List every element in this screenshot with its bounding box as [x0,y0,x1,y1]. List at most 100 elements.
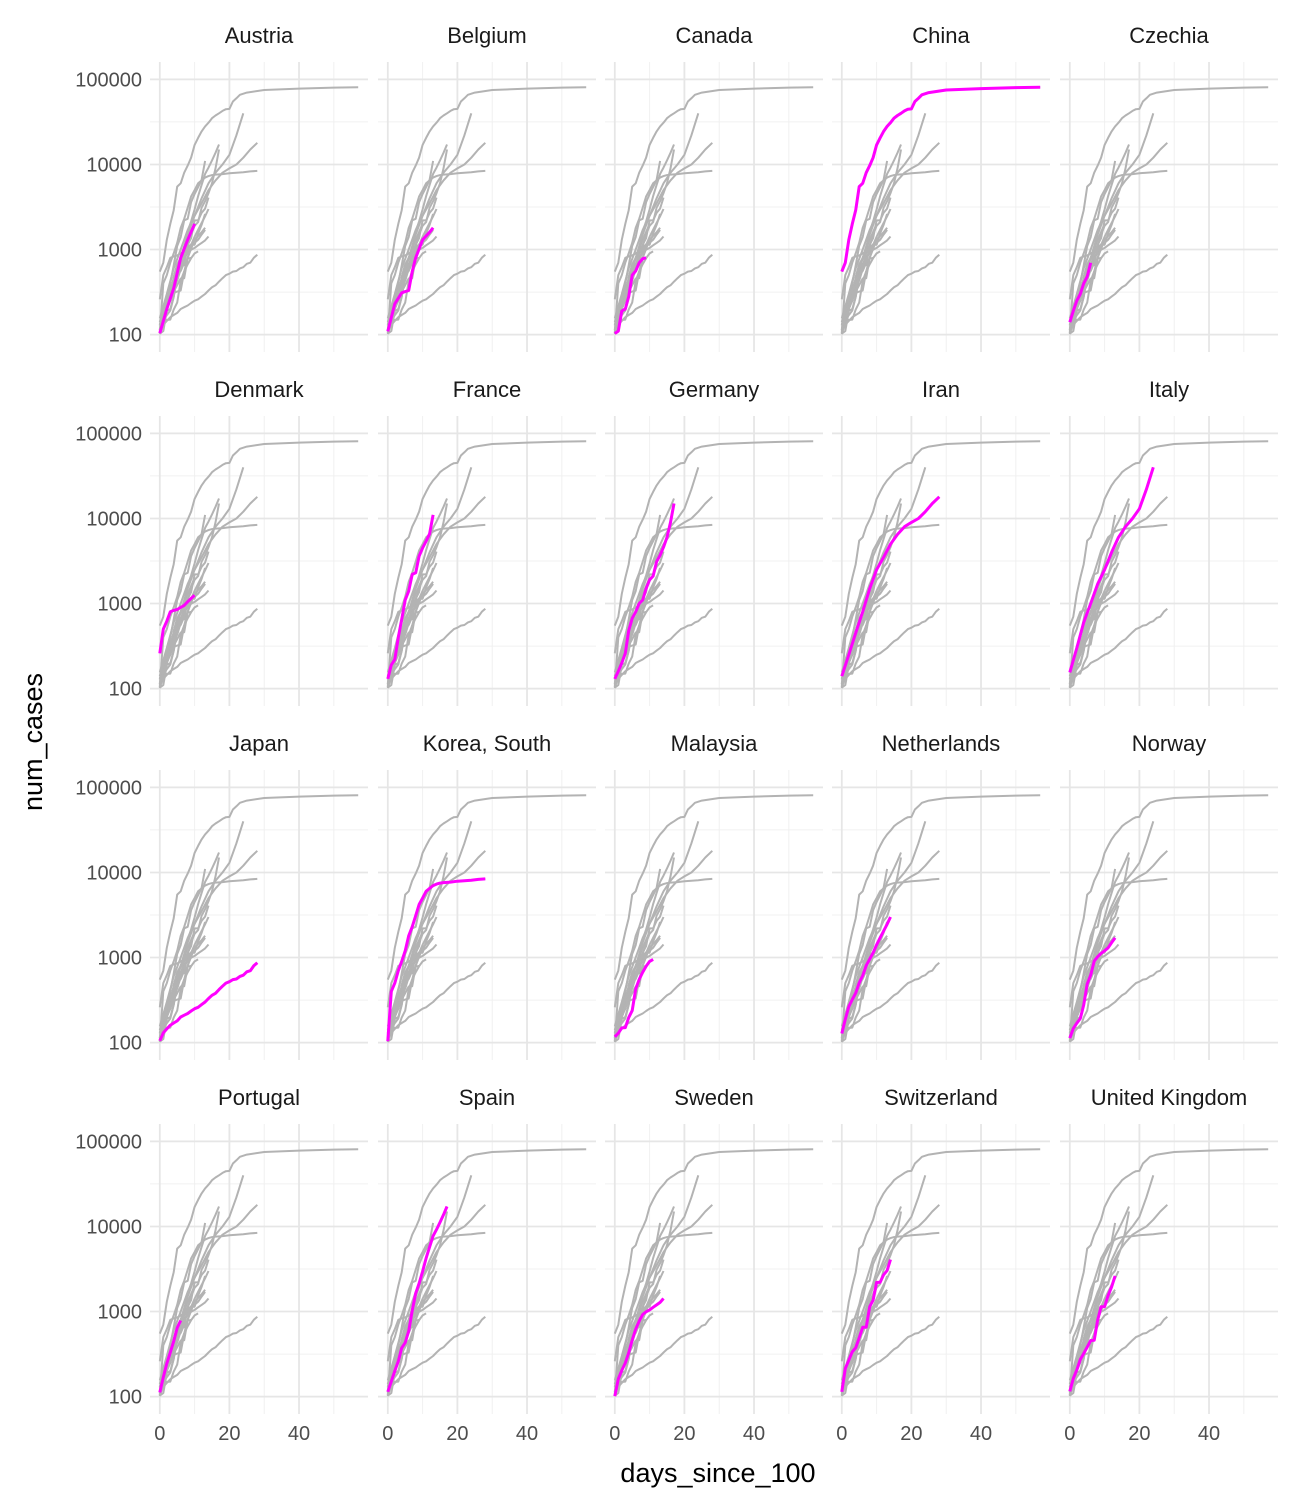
panel-japan: Japan 100 1000 10000 100000 [75,731,368,1060]
y-tick-label: 100000 [75,423,142,445]
panel-spain: Spain 0 20 40 [378,1085,596,1445]
background-line-united-kingdom [158,1275,207,1392]
highlight-line-iran [840,495,941,677]
background-line-korea-south [1068,169,1168,334]
background-line-malaysia [1069,250,1109,330]
background-line-japan [613,607,713,688]
panel-china: China [832,23,1050,352]
x-tick-label: 20 [900,1423,922,1445]
facet-label: Czechia [1129,23,1209,48]
background-line-united-kingdom [386,921,435,1038]
facet-label: Netherlands [882,731,1001,756]
highlight-line-denmark [158,594,196,654]
background-line-italy [386,113,473,319]
highlight-line-austria [158,223,196,334]
background-line-malaysia [841,250,881,330]
panel-united-kingdom: United Kingdom 0 20 40 [1060,1085,1278,1445]
background-line-japan [613,253,713,334]
background-line-japan [840,961,940,1042]
background-line-china [840,794,1041,980]
background-line-malaysia [387,958,427,1038]
panel-switzerland: Switzerland 0 20 40 [832,1085,1050,1445]
background-line-switzerland [1068,905,1120,1038]
background-line-korea-south [840,877,940,1042]
panel-sweden: Sweden 0 20 40 [605,1085,823,1445]
highlight-line-canada [613,256,647,335]
background-line-korea-south [1068,1231,1168,1396]
panel-korea-south: Korea, South [378,731,596,1060]
background-line-malaysia [841,958,881,1038]
background-line-italy [1068,821,1155,1027]
background-line-korea-south [840,169,940,334]
background-line-italy [613,467,700,673]
background-line-japan [1068,961,1168,1042]
background-line-italy [840,467,927,673]
background-line-japan [158,253,258,334]
background-line-malaysia [159,1312,199,1392]
x-tick-label: 40 [970,1423,992,1445]
facet-label: Denmark [214,377,304,402]
x-tick-label: 20 [673,1423,695,1445]
panel-portugal: Portugal 100 1000 10000 100000 0 20 40 [75,1085,368,1445]
y-tick-label: 10000 [86,862,142,884]
facet-label: Korea, South [423,731,551,756]
highlight-line-malaysia [613,958,654,1038]
highlight-line-belgium [386,226,435,332]
facet-label: Austria [225,23,294,48]
background-line-china [386,440,587,626]
background-line-korea-south [386,169,486,334]
background-line-united-kingdom [158,921,207,1038]
background-line-china [158,1148,359,1334]
highlight-line-italy [1068,466,1155,673]
facet-label: Belgium [447,23,526,48]
x-tick-label: 40 [516,1423,538,1445]
background-line-italy [840,1175,927,1381]
background-line-japan [613,1315,713,1396]
background-line-china [613,440,814,626]
background-line-china [840,1148,1041,1334]
y-tick-label: 1000 [98,1302,143,1324]
x-tick-label: 0 [836,1423,847,1445]
background-line-malaysia [614,1312,654,1392]
background-line-malaysia [841,1312,881,1392]
facet-label: United Kingdom [1091,1085,1248,1110]
panel-denmark: Denmark 100 1000 10000 100000 [75,377,368,706]
background-line-italy [1068,113,1155,319]
background-line-malaysia [1069,604,1109,684]
background-line-malaysia [1069,958,1109,1038]
facet-label: Spain [459,1085,515,1110]
background-line-malaysia [387,1312,427,1392]
panel-czechia: Czechia [1060,23,1278,352]
background-line-switzerland [158,905,210,1038]
y-tick-label: 100000 [75,69,142,91]
x-tick-label: 0 [154,1423,165,1445]
y-tick-label: 1000 [98,594,143,616]
background-line-italy [158,467,245,673]
background-line-united-kingdom [840,567,889,684]
highlight-line-china [840,85,1041,273]
background-line-korea-south [386,1231,486,1396]
y-tick-label: 100 [109,1387,142,1409]
background-line-china [613,794,814,980]
background-line-korea-south [613,169,713,334]
panel-canada: Canada [605,23,823,352]
background-line-china [1068,86,1269,272]
background-line-switzerland [613,1259,665,1392]
highlight-line-netherlands [840,916,892,1034]
y-tick-label: 10000 [86,508,142,530]
background-line-korea-south [840,523,940,688]
background-line-united-kingdom [840,921,889,1038]
background-line-italy [386,821,473,1027]
facet-label: Iran [922,377,960,402]
background-line-united-kingdom [840,213,889,330]
background-line-italy [613,821,700,1027]
background-line-united-kingdom [1068,921,1117,1038]
background-line-china [158,86,359,272]
y-tick-label: 100 [109,679,142,701]
background-line-switzerland [613,905,665,1038]
x-tick-label: 40 [1198,1423,1220,1445]
y-tick-label: 100000 [75,1131,142,1153]
background-line-malaysia [1069,1312,1109,1392]
background-line-switzerland [386,197,438,330]
background-line-malaysia [387,604,427,684]
